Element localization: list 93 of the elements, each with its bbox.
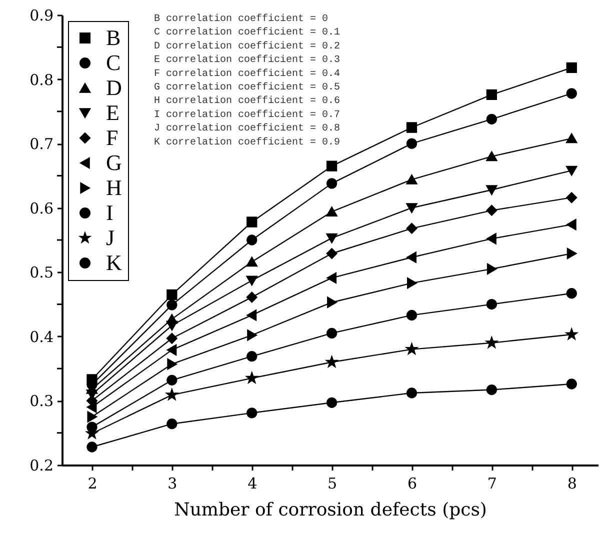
point <box>326 206 338 216</box>
point <box>486 152 498 162</box>
point <box>326 328 338 339</box>
point <box>566 134 577 144</box>
point <box>246 408 258 418</box>
point <box>247 310 257 321</box>
annotation: C correlation coefficient = 0.1 <box>154 26 340 39</box>
y-tick-label: 0.9 <box>30 6 54 24</box>
y-tick-label: 0.4 <box>30 328 54 346</box>
point <box>246 234 258 246</box>
point <box>246 351 258 362</box>
legend-label: I <box>106 200 114 225</box>
point <box>327 272 337 284</box>
point <box>486 89 498 100</box>
point <box>166 374 178 386</box>
x-tick-label: 6 <box>407 474 418 492</box>
y-tick-label: 0.6 <box>30 199 54 218</box>
point <box>566 88 577 99</box>
y-tick-label: 0.8 <box>30 70 54 89</box>
y-tick-label: 0.3 <box>30 392 54 410</box>
point <box>246 276 258 286</box>
point <box>566 288 577 299</box>
x-tick-label: 4 <box>248 474 258 492</box>
x-tick-label: 5 <box>328 474 338 492</box>
legend-label: G <box>106 150 122 175</box>
point <box>326 397 338 408</box>
annotation: B correlation coefficient = 0 <box>154 13 328 25</box>
point <box>247 330 257 340</box>
point <box>566 166 577 176</box>
legend-label: B <box>106 25 121 50</box>
legend-label: K <box>106 250 122 275</box>
y-tick-label: 0.7 <box>30 135 54 154</box>
annotation: I correlation coefficient = 0.7 <box>154 108 340 121</box>
point <box>246 292 258 303</box>
annotation: D correlation coefficient = 0.2 <box>154 40 340 52</box>
point <box>246 257 258 267</box>
point <box>566 62 577 74</box>
x-axis-title: Number of corrosion defects (pcs) <box>174 500 487 520</box>
point <box>326 248 338 259</box>
point <box>406 278 416 288</box>
legend-label: F <box>106 125 118 150</box>
annotation: J correlation coefficient = 0.8 <box>154 122 340 135</box>
point <box>406 252 416 263</box>
legend-label: D <box>106 75 122 100</box>
point <box>326 178 338 189</box>
point <box>166 418 178 430</box>
point <box>166 320 178 330</box>
point <box>166 289 178 300</box>
point <box>246 216 258 228</box>
point <box>406 203 418 213</box>
point <box>486 264 496 274</box>
x-tick-label: 8 <box>567 474 577 492</box>
annotation: F correlation coefficient = 0.4 <box>154 68 340 80</box>
point <box>486 205 498 216</box>
point <box>486 298 498 310</box>
point <box>406 223 418 234</box>
point <box>406 310 418 321</box>
point <box>566 219 576 230</box>
point <box>406 388 418 398</box>
point <box>327 297 337 308</box>
annotation: K correlation coefficient = 0.9 <box>154 136 340 148</box>
legend-label: H <box>106 175 122 200</box>
annotation: G correlation coefficient = 0.5 <box>154 82 340 94</box>
point <box>86 395 98 406</box>
y-tick-label: 0.5 <box>30 264 54 282</box>
point <box>167 358 177 370</box>
point <box>486 114 498 124</box>
point <box>86 442 98 452</box>
x-tick-label: 7 <box>487 474 497 492</box>
point <box>486 185 498 195</box>
point <box>486 233 496 244</box>
point <box>166 300 178 310</box>
point <box>566 192 577 203</box>
point <box>87 411 97 422</box>
point <box>406 138 418 149</box>
point <box>566 378 577 390</box>
point <box>166 333 178 344</box>
point <box>167 344 177 356</box>
legend-label: E <box>106 100 120 125</box>
y-tick-label: 0.2 <box>30 456 54 474</box>
point <box>566 248 576 259</box>
annotation: E correlation coefficient = 0.3 <box>154 54 340 66</box>
point <box>486 384 498 396</box>
legend-label: C <box>106 50 121 75</box>
x-tick-label: 2 <box>88 474 98 492</box>
point <box>406 122 418 133</box>
point <box>87 402 97 412</box>
annotation: H correlation coefficient = 0.6 <box>154 95 340 108</box>
x-tick-label: 3 <box>168 474 178 492</box>
point <box>406 174 418 184</box>
point <box>326 160 338 172</box>
legend-label: J <box>106 225 115 250</box>
point <box>326 233 338 243</box>
